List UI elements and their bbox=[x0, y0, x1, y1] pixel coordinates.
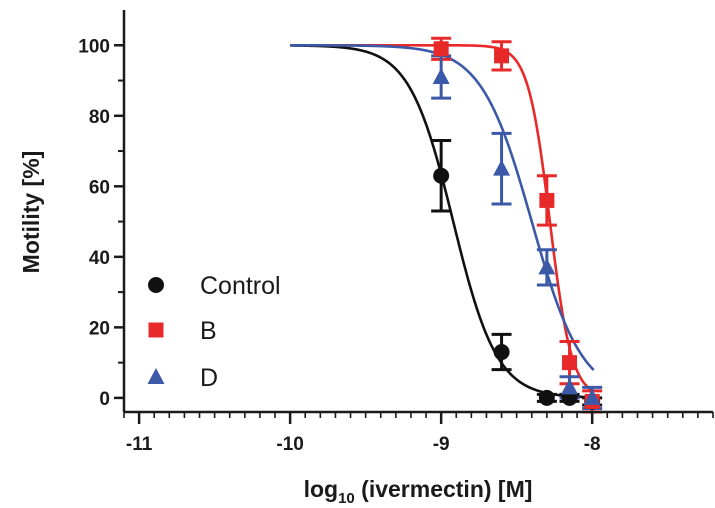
data-point-d bbox=[583, 388, 601, 405]
legend-label-b: B bbox=[200, 317, 217, 345]
data-point-control bbox=[493, 344, 510, 361]
y-ticks: 0 20 40 60 80 100 bbox=[78, 36, 124, 410]
data-point-b bbox=[433, 41, 449, 57]
x-tick-label: -9 bbox=[433, 434, 450, 455]
x-axis-label-prefix: log bbox=[304, 476, 339, 502]
data-point-d bbox=[561, 378, 579, 395]
y-tick-label: 20 bbox=[89, 318, 110, 339]
data-point-control bbox=[433, 167, 450, 184]
data-point-d bbox=[538, 258, 556, 275]
data-points bbox=[432, 41, 601, 410]
x-tick-label: -11 bbox=[126, 434, 153, 455]
data-point-b bbox=[539, 192, 555, 208]
y-tick-label: 80 bbox=[89, 107, 110, 128]
legend-label-d: D bbox=[200, 364, 218, 392]
y-tick-label: 40 bbox=[89, 248, 110, 269]
x-axis-label-suffix: (ivermectin) [M] bbox=[355, 476, 533, 502]
data-point-d bbox=[493, 159, 511, 176]
x-axis-label: log10 (ivermectin) [M] bbox=[304, 476, 533, 507]
y-tick-label: 100 bbox=[78, 36, 110, 57]
legend: Control BD bbox=[147, 272, 281, 392]
x-ticks: -11 -10 -9 -8 bbox=[123, 412, 714, 455]
data-point-control bbox=[538, 389, 555, 406]
legend-marker-control bbox=[148, 277, 164, 293]
data-point-b bbox=[562, 355, 578, 371]
data-point-d bbox=[432, 68, 450, 84]
axes: 0 20 40 60 80 100 -11 -10 -9 -8 bbox=[78, 10, 714, 455]
y-axis-label: Motility [%] bbox=[18, 151, 44, 274]
legend-marker-b bbox=[148, 322, 164, 338]
x-tick-label: -8 bbox=[584, 434, 601, 455]
legend-label-control: Control bbox=[200, 272, 281, 300]
x-axis-label-subscript: 10 bbox=[338, 490, 355, 507]
x-tick-label: -10 bbox=[276, 434, 303, 455]
y-tick-label: 60 bbox=[89, 177, 110, 198]
legend-marker-d bbox=[147, 368, 165, 384]
y-tick-label: 0 bbox=[99, 389, 110, 410]
data-point-b bbox=[494, 48, 510, 64]
